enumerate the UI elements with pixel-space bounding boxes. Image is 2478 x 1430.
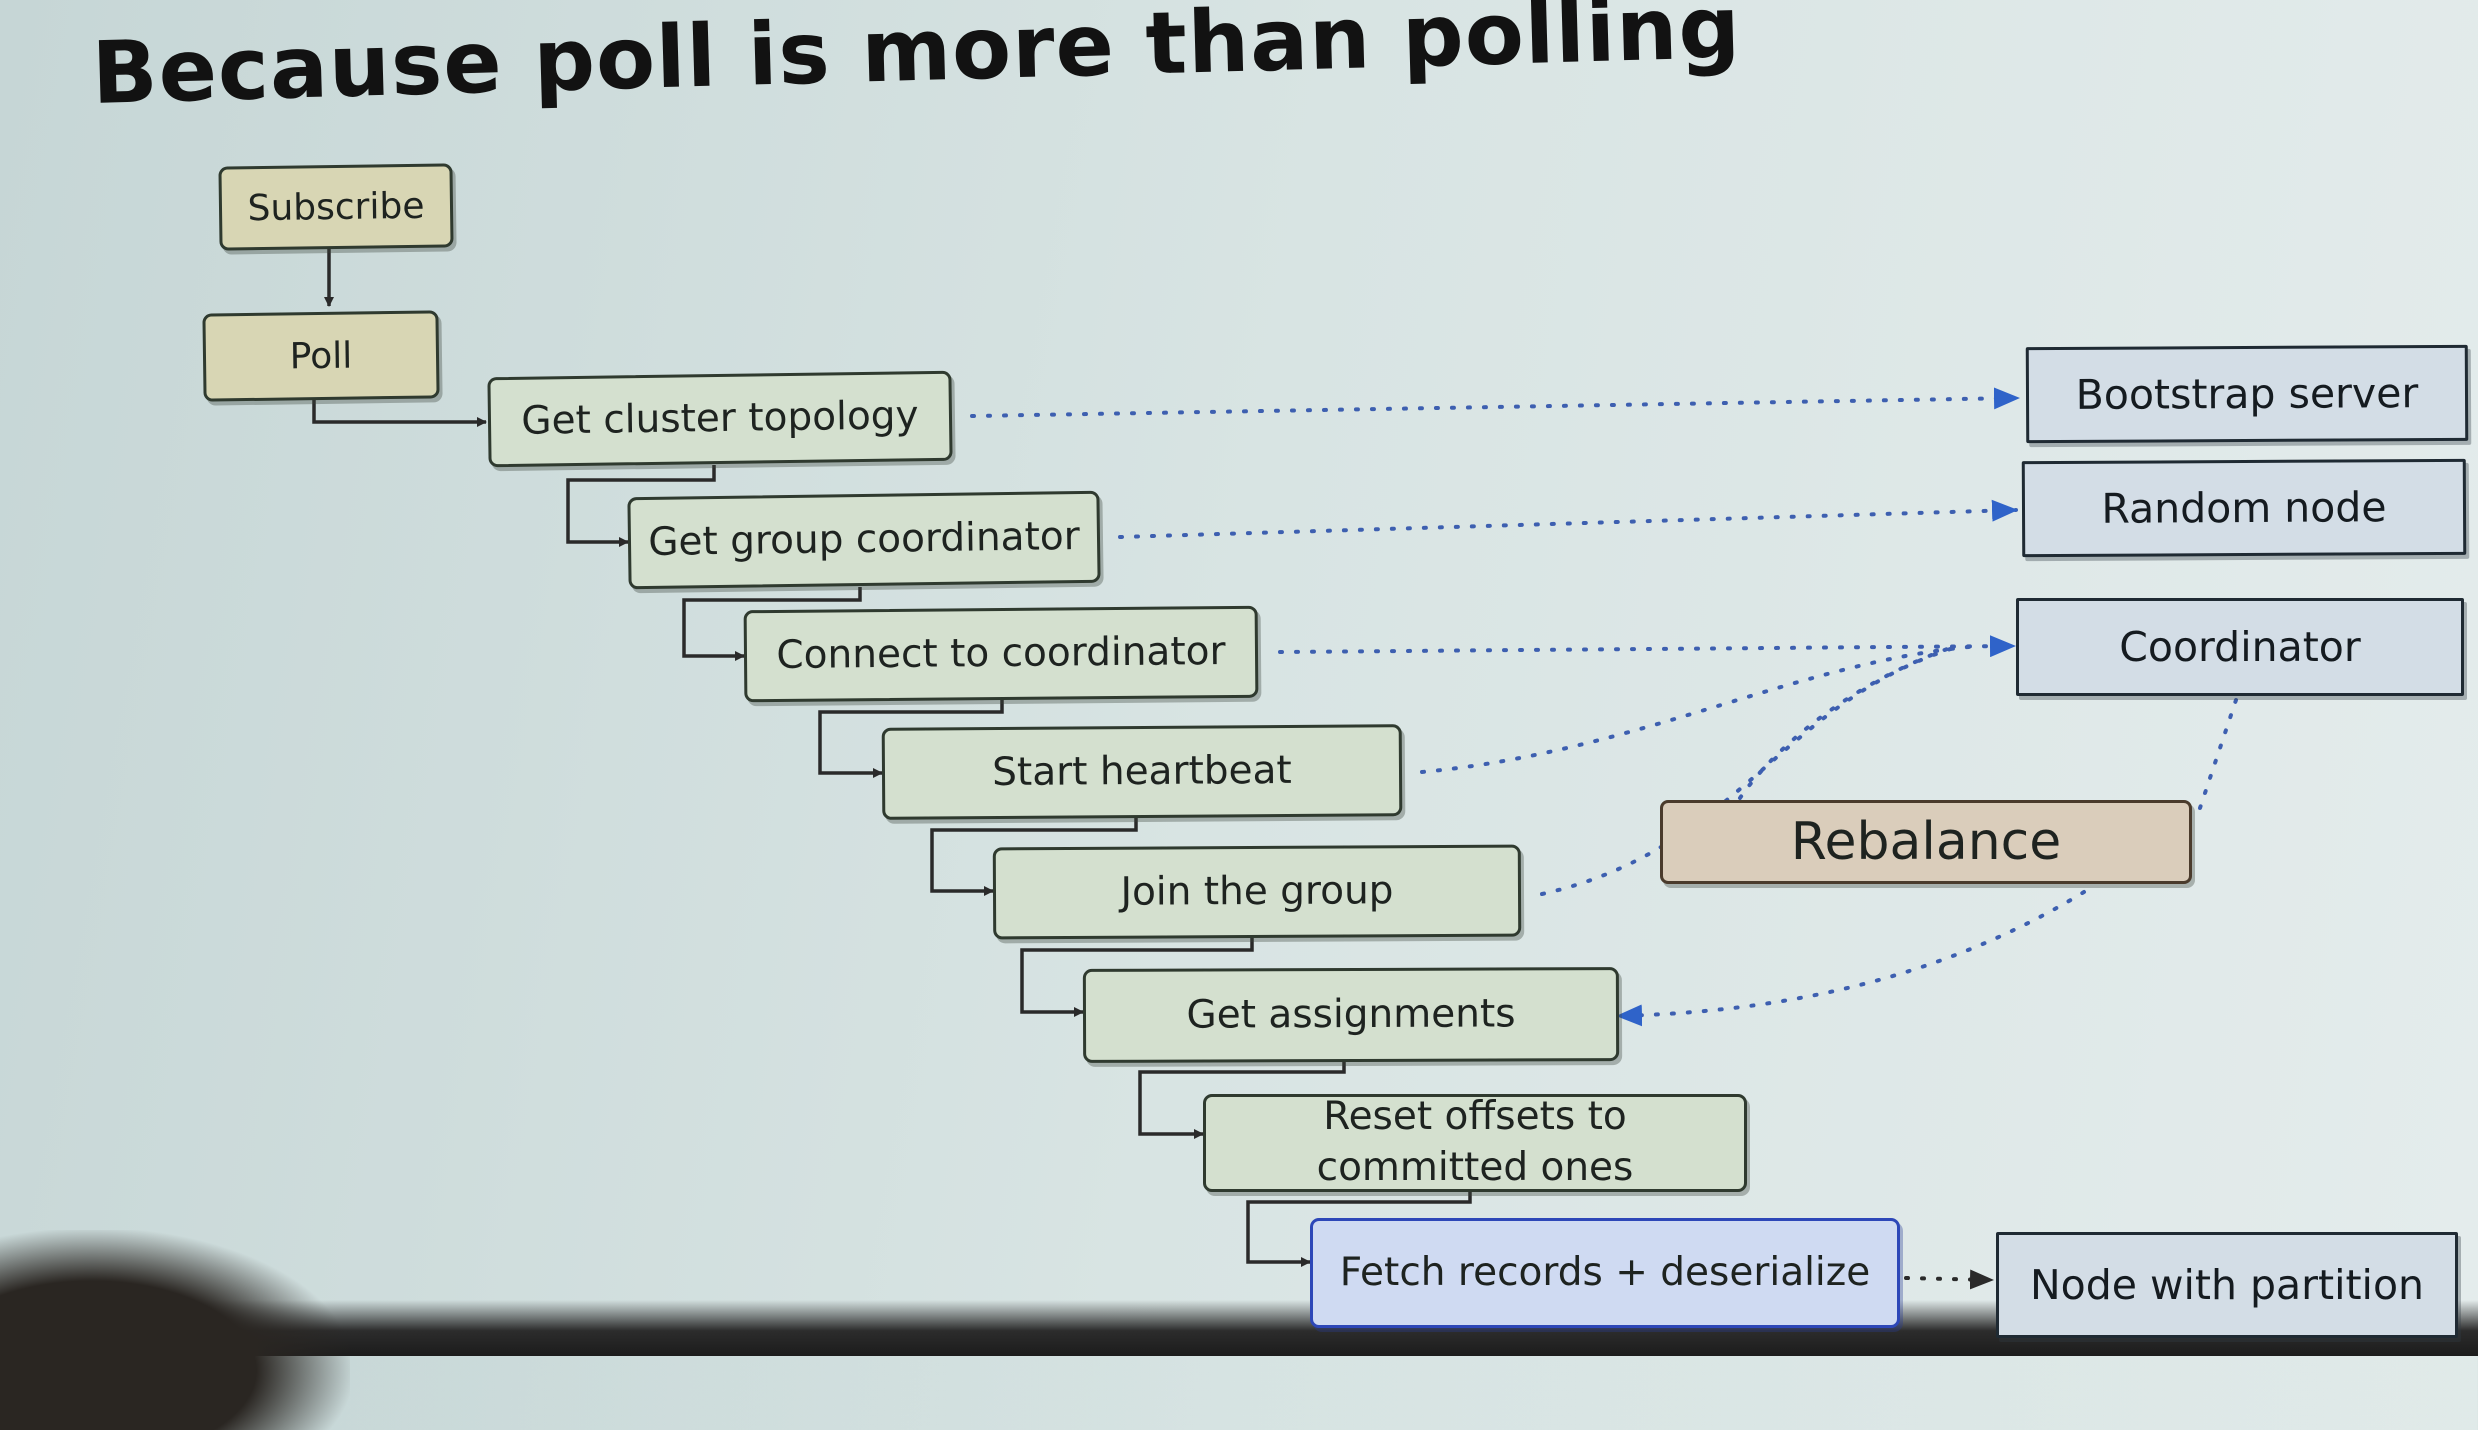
arrow-lookup-to-connect <box>682 587 862 661</box>
get-assignments-step: Get assignments <box>1082 967 1620 1063</box>
link-connect-to-coordinator <box>1278 635 2016 658</box>
poll-step: Poll <box>202 310 440 402</box>
link-coordinator-to-rebalance <box>2198 698 2238 810</box>
rebalance-node: Rebalance <box>1660 800 2192 884</box>
arrow-heartbeat-to-join <box>930 818 1138 896</box>
arrow-topology-to-coordinator-lookup <box>566 465 716 547</box>
arrow-connect-to-heartbeat <box>818 700 1004 778</box>
link-lookup-to-random-node <box>1118 499 2018 539</box>
arrow-poll-to-topology <box>312 400 487 427</box>
get-group-coordinator-step: Get group coordinator <box>627 490 1101 590</box>
bootstrap-server-node: Bootstrap server <box>2025 344 2469 444</box>
link-fetch-to-partition-node <box>1904 1269 1994 1290</box>
arrow-reset-to-fetch <box>1246 1192 1472 1267</box>
link-topology-to-bootstrap <box>970 387 2020 418</box>
subscribe-step: Subscribe <box>218 163 454 251</box>
arrow-join-to-assignments <box>1020 938 1254 1017</box>
start-heartbeat-step: Start heartbeat <box>881 724 1403 820</box>
node-with-partition: Node with partition <box>1996 1232 2458 1338</box>
random-node: Random node <box>2021 458 2467 558</box>
get-cluster-topology-step: Get cluster topology <box>487 370 953 468</box>
connector-layer <box>312 248 2238 1290</box>
link-heartbeat-to-coordinator <box>1420 644 1982 774</box>
coordinator-node: Coordinator <box>2016 598 2464 696</box>
link-join-to-coordinator <box>1540 644 1962 896</box>
reset-offsets-step: Reset offsets to committed ones <box>1203 1094 1747 1192</box>
connect-to-coordinator-step: Connect to coordinator <box>743 605 1259 703</box>
arrow-assignments-to-reset <box>1138 1061 1346 1139</box>
link-rebalance-to-coordinator <box>1738 646 1952 800</box>
fetch-records-step: Fetch records + deserialize <box>1310 1218 1900 1328</box>
link-rebalance-to-assignments <box>1616 890 2086 1027</box>
join-the-group-step: Join the group <box>992 844 1522 940</box>
